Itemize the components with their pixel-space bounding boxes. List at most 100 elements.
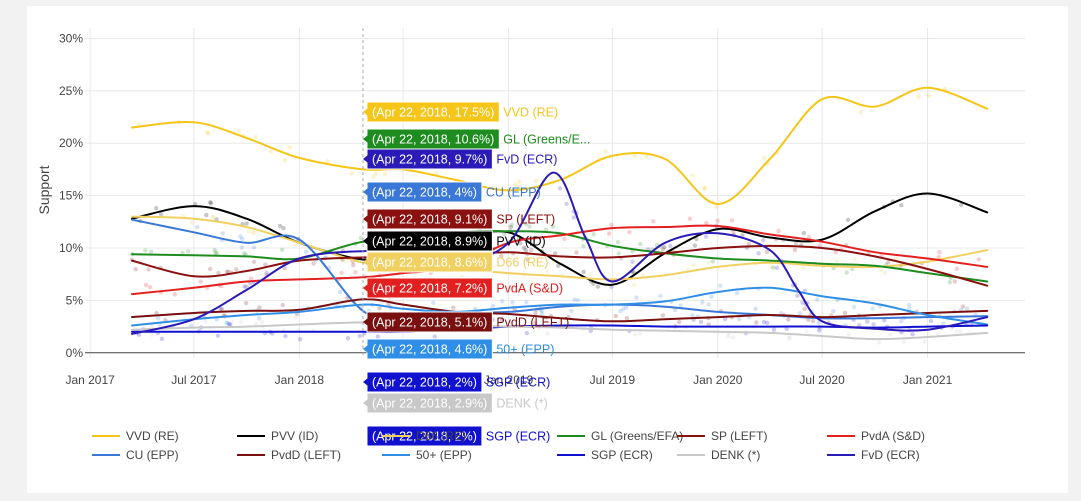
poll-dot: [730, 335, 735, 340]
poll-dot: [207, 266, 213, 272]
poll-dot: [257, 305, 262, 310]
poll-dot: [672, 307, 678, 313]
poll-dot: [499, 253, 504, 258]
poll-dot: [431, 300, 436, 305]
series-line-pvv-id-[interactable]: [131, 192, 989, 286]
series-line-sp-left-[interactable]: [131, 244, 989, 287]
series-line-cu-epp-[interactable]: [131, 218, 989, 320]
poll-dot: [718, 283, 723, 288]
hover-label: (Apr 22, 2018, 5.1%) PvdD (LEFT): [362, 311, 569, 333]
poll-dot: [543, 317, 548, 322]
poll-dot: [801, 265, 806, 271]
poll-dot: [833, 250, 838, 255]
legend-item[interactable]: GL (Greens/EFA): [557, 429, 683, 443]
hover-label-series-name: PVV (ID): [496, 235, 545, 249]
legend-item[interactable]: PVV (ID): [237, 429, 318, 443]
poll-dot: [658, 293, 663, 299]
hover-label-series-name: D66 (RE): [496, 256, 548, 270]
legend-item[interactable]: DENK (*): [677, 448, 760, 462]
poll-dot: [545, 331, 550, 336]
poll-dot: [525, 257, 530, 262]
hover-label-pointer: [362, 318, 368, 326]
hover-label-value: (Apr 22, 2018, 4.6%): [372, 343, 487, 357]
poll-dot: [907, 302, 912, 308]
poll-dot: [219, 306, 225, 312]
poll-dot: [225, 269, 230, 274]
series-line-50-epp-[interactable]: [131, 286, 989, 327]
raw-poll-dots: [129, 86, 982, 345]
poll-dot: [910, 332, 915, 337]
poll-dot: [882, 318, 887, 323]
poll-dot: [907, 306, 912, 311]
poll-dot: [517, 240, 523, 246]
x-tick-label: Jan 2017: [65, 373, 115, 387]
series-line-vvd-re-[interactable]: [131, 86, 989, 205]
poll-dot: [786, 317, 791, 322]
hover-label-series-name: PvdD (LEFT): [496, 316, 569, 330]
hover-label-series-name: VVD (RE): [503, 106, 558, 120]
poll-dot: [228, 322, 233, 327]
poll-dot: [774, 265, 780, 270]
series-line-fvd-ecr-[interactable]: [131, 171, 989, 335]
poll-dot: [581, 243, 586, 249]
poll-dot: [700, 300, 705, 305]
poll-dot: [303, 249, 309, 254]
legend-item[interactable]: D66 (RE): [382, 429, 466, 443]
legend-item[interactable]: 50+ (EPP): [382, 448, 472, 462]
series-line-d66-re-[interactable]: [131, 215, 989, 281]
poll-dot: [816, 320, 821, 325]
poll-dot: [844, 270, 849, 275]
hover-label-value: (Apr 22, 2018, 9.7%): [372, 153, 487, 167]
poll-dot: [343, 258, 348, 264]
series-line-pvdd-left-[interactable]: [131, 298, 989, 323]
poll-dot: [282, 158, 288, 163]
y-tick-label: 5%: [66, 293, 84, 307]
poll-dot: [241, 251, 247, 256]
series-line-pvda-s-d-[interactable]: [131, 224, 989, 296]
poll-dot: [149, 324, 154, 329]
poll-dot: [133, 267, 138, 272]
legend: VVD (RE) PVV (ID) D66 (RE) GL (Greens/EFA) S…: [92, 429, 925, 462]
poll-dot: [517, 185, 522, 190]
legend-item[interactable]: VVD (RE): [92, 429, 179, 443]
poll-dot: [250, 229, 255, 235]
hover-label-value: (Apr 22, 2018, 8.6%): [372, 256, 487, 270]
poll-dot: [513, 182, 518, 187]
poll-dot: [706, 322, 711, 327]
poll-dot: [627, 229, 632, 235]
poll-dot: [539, 311, 545, 316]
series-line-denk-[interactable]: [131, 321, 989, 341]
legend-item[interactable]: SGP (ECR): [557, 448, 653, 462]
poll-dot: [204, 212, 209, 218]
legend-item[interactable]: CU (EPP): [92, 448, 179, 462]
poll-dot: [851, 304, 857, 310]
series-line-gl-greens-efa-[interactable]: [131, 229, 989, 283]
poll-dot: [507, 193, 512, 198]
poll-dot: [268, 149, 273, 154]
poll-dot: [263, 262, 268, 267]
legend-item[interactable]: FvD (ECR): [827, 448, 920, 462]
hover-label-value: (Apr 22, 2018, 10.6%): [372, 133, 494, 147]
poll-dot: [198, 279, 203, 284]
hover-label: (Apr 22, 2018, 4%) CU (EPP): [362, 181, 541, 203]
hover-label-pointer: [362, 108, 368, 116]
legend-item[interactable]: SP (LEFT): [677, 429, 767, 443]
poll-dot: [523, 221, 529, 227]
legend-item[interactable]: PvdA (S&D): [827, 429, 925, 443]
poll-dot: [631, 282, 637, 288]
poll-dot: [831, 309, 836, 314]
hover-label-value: (Apr 22, 2018, 7.2%): [372, 282, 487, 296]
legend-item[interactable]: PvdD (LEFT): [237, 448, 341, 462]
hover-label-pointer: [362, 399, 368, 407]
poll-dot: [543, 227, 549, 232]
poll-dot: [618, 308, 623, 314]
poll-dot: [206, 131, 211, 136]
hover-label-box: [366, 425, 483, 447]
poll-dot: [227, 321, 232, 327]
series-line-sgp-ecr-[interactable]: [131, 324, 989, 333]
hover-label-series-name: FvD (ECR): [496, 153, 557, 167]
poll-dot: [926, 93, 932, 99]
chart-svg[interactable]: 0% 5% 10% 15% 20% 25% 30% Jan 2017 Jul 2017 Jan …: [27, 6, 1068, 493]
hover-label-series-name: SP (LEFT): [496, 213, 555, 227]
poll-dot: [817, 328, 822, 333]
